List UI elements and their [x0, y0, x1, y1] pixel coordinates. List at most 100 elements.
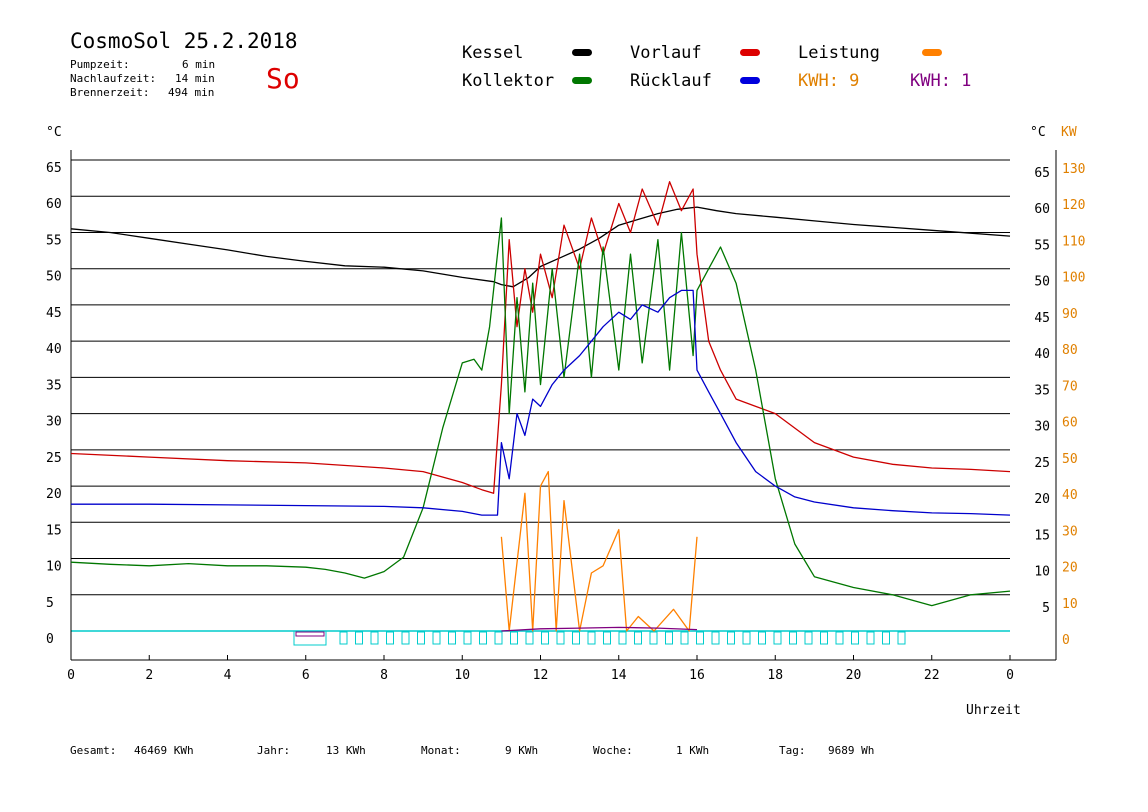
legend-kessel-swatch: [572, 49, 592, 56]
zero-marker: [618, 631, 627, 645]
y-tick-label-left: 35: [46, 378, 62, 393]
pump-value: 6 min: [182, 58, 216, 71]
axes: [70, 150, 1057, 661]
footer-jahr-value: 13 KWh: [326, 744, 366, 757]
x-tick-label: 18: [767, 668, 783, 683]
y-tick-label-right-temp: 20: [1034, 492, 1050, 507]
y-tick-label-right-power: 90: [1062, 307, 1078, 322]
y-tick-label-right-temp: 40: [1034, 347, 1050, 362]
legend-leistung-swatch: [922, 49, 942, 56]
nachlauf-value: 14 min: [175, 72, 215, 85]
x-tick-label: 0: [1006, 668, 1014, 683]
zero-marker: [370, 631, 379, 645]
zero-marker: [401, 631, 410, 645]
y-tick-label-left: 5: [46, 596, 54, 611]
x-tick-label: 10: [454, 668, 470, 683]
x-tick-label: 20: [846, 668, 862, 683]
x-tick-label: 6: [302, 668, 310, 683]
zero-marker: [773, 631, 782, 645]
y-tick-label-left: 40: [46, 342, 62, 357]
legend-vorlauf: Vorlauf: [630, 43, 702, 63]
brenner-value: 494 min: [168, 86, 215, 99]
y-tick-label-right-power: 10: [1062, 597, 1078, 612]
y-tick-label-right-power: 20: [1062, 561, 1078, 576]
y-axis-label-right-power: KW: [1061, 125, 1077, 140]
zero-marker: [680, 631, 689, 645]
zero-marker: [417, 631, 425, 645]
y-axis-label-left: °C: [46, 125, 62, 140]
zero-marker: [742, 631, 751, 645]
x-tick-label: 22: [924, 668, 940, 683]
zero-marker: [649, 631, 658, 645]
y-tick-label-left: 20: [46, 487, 62, 502]
y-tick-label-left: 25: [46, 451, 62, 466]
x-tick-label: 16: [689, 668, 705, 683]
zero-marker: [665, 631, 673, 645]
footer-tag-value: 9689 Wh: [828, 744, 875, 757]
x-tick-label: 14: [611, 668, 627, 683]
x-tick-label: 2: [145, 668, 153, 683]
zero-marker: [572, 631, 580, 645]
nachlauf-label: Nachlaufzeit:: [70, 72, 157, 85]
series-leistung: [500, 470, 698, 632]
y-tick-label-right-temp: 35: [1034, 383, 1050, 398]
zero-marker: [541, 631, 549, 645]
zero-marker: [448, 631, 456, 645]
y-tick-label-right-power: 110: [1062, 234, 1085, 249]
zero-marker: [634, 631, 642, 645]
legend-kollektor: Kollektor: [462, 71, 555, 91]
brenner-label: Brennerzeit:: [70, 86, 150, 99]
pump-label: Pumpzeit:: [70, 58, 130, 71]
y-tick-label-right-power: 30: [1062, 524, 1078, 539]
y-tick-label-right-power: 0: [1062, 633, 1070, 648]
y-tick-label-right-temp: 30: [1034, 420, 1050, 435]
footer-tag-label: Tag:: [779, 744, 806, 757]
legend-kessel: Kessel: [462, 43, 524, 63]
zero-line-markers: [293, 630, 906, 646]
y-tick-label-right-power: 70: [1062, 379, 1078, 394]
legend-ruecklauf-swatch: [740, 77, 760, 84]
y-tick-label-right-temp: 55: [1034, 238, 1050, 253]
legend-kwh-total: KWH: 9: [798, 71, 860, 91]
zero-marker: [835, 631, 844, 645]
y-tick-label-right-power: 80: [1062, 343, 1078, 358]
y-tick-label-left: 0: [46, 632, 54, 647]
y-tick-label-left: 60: [46, 197, 62, 212]
legend-ruecklauf: Rücklauf: [630, 71, 712, 91]
footer-gesamt-value: 46469 KWh: [134, 744, 194, 757]
x-axis-label: Uhrzeit: [966, 703, 1021, 718]
y-tick-label-right-temp: 50: [1034, 275, 1050, 290]
zero-marker: [494, 631, 503, 645]
zero-marker: [603, 631, 611, 645]
y-tick-label-left: 45: [46, 306, 62, 321]
zero-marker: [339, 631, 348, 645]
y-tick-label-right-power: 120: [1062, 198, 1085, 213]
y-tick-label-left: 30: [46, 415, 62, 430]
legend-vorlauf-swatch: [740, 49, 760, 56]
series-kollektor: [70, 217, 1011, 607]
zero-marker: [293, 630, 327, 646]
zero-marker: [587, 631, 596, 645]
zero-marker: [463, 631, 472, 645]
series: [70, 181, 1011, 646]
y-tick-label-right-power: 40: [1062, 488, 1078, 503]
weekday-label: So: [266, 62, 300, 95]
y-tick-label-right-temp: 5: [1042, 601, 1050, 616]
zero-marker: [897, 631, 906, 645]
y-tick-label-left: 55: [46, 233, 62, 248]
y-tick-label-right-temp: 45: [1034, 311, 1050, 326]
x-tick-label: 8: [380, 668, 388, 683]
y-tick-label-right-temp: 10: [1034, 565, 1050, 580]
zero-marker: [386, 631, 394, 645]
legend-kwh-secondary: KWH: 1: [910, 71, 972, 91]
ticks: 0 2 4 6 8 10 12 14 16 18 20 22 005101520253035404550…: [46, 161, 1085, 683]
y-tick-label-right-temp: 15: [1034, 528, 1050, 543]
zero-marker: [525, 631, 534, 645]
y-tick-label-left: 10: [46, 560, 62, 575]
legend-leistung: Leistung: [798, 43, 880, 63]
zero-marker: [866, 631, 875, 645]
y-tick-label-right-temp: 65: [1034, 166, 1050, 181]
zero-marker: [851, 631, 859, 645]
series-kwh-1: [501, 626, 698, 632]
zero-marker: [510, 631, 518, 645]
